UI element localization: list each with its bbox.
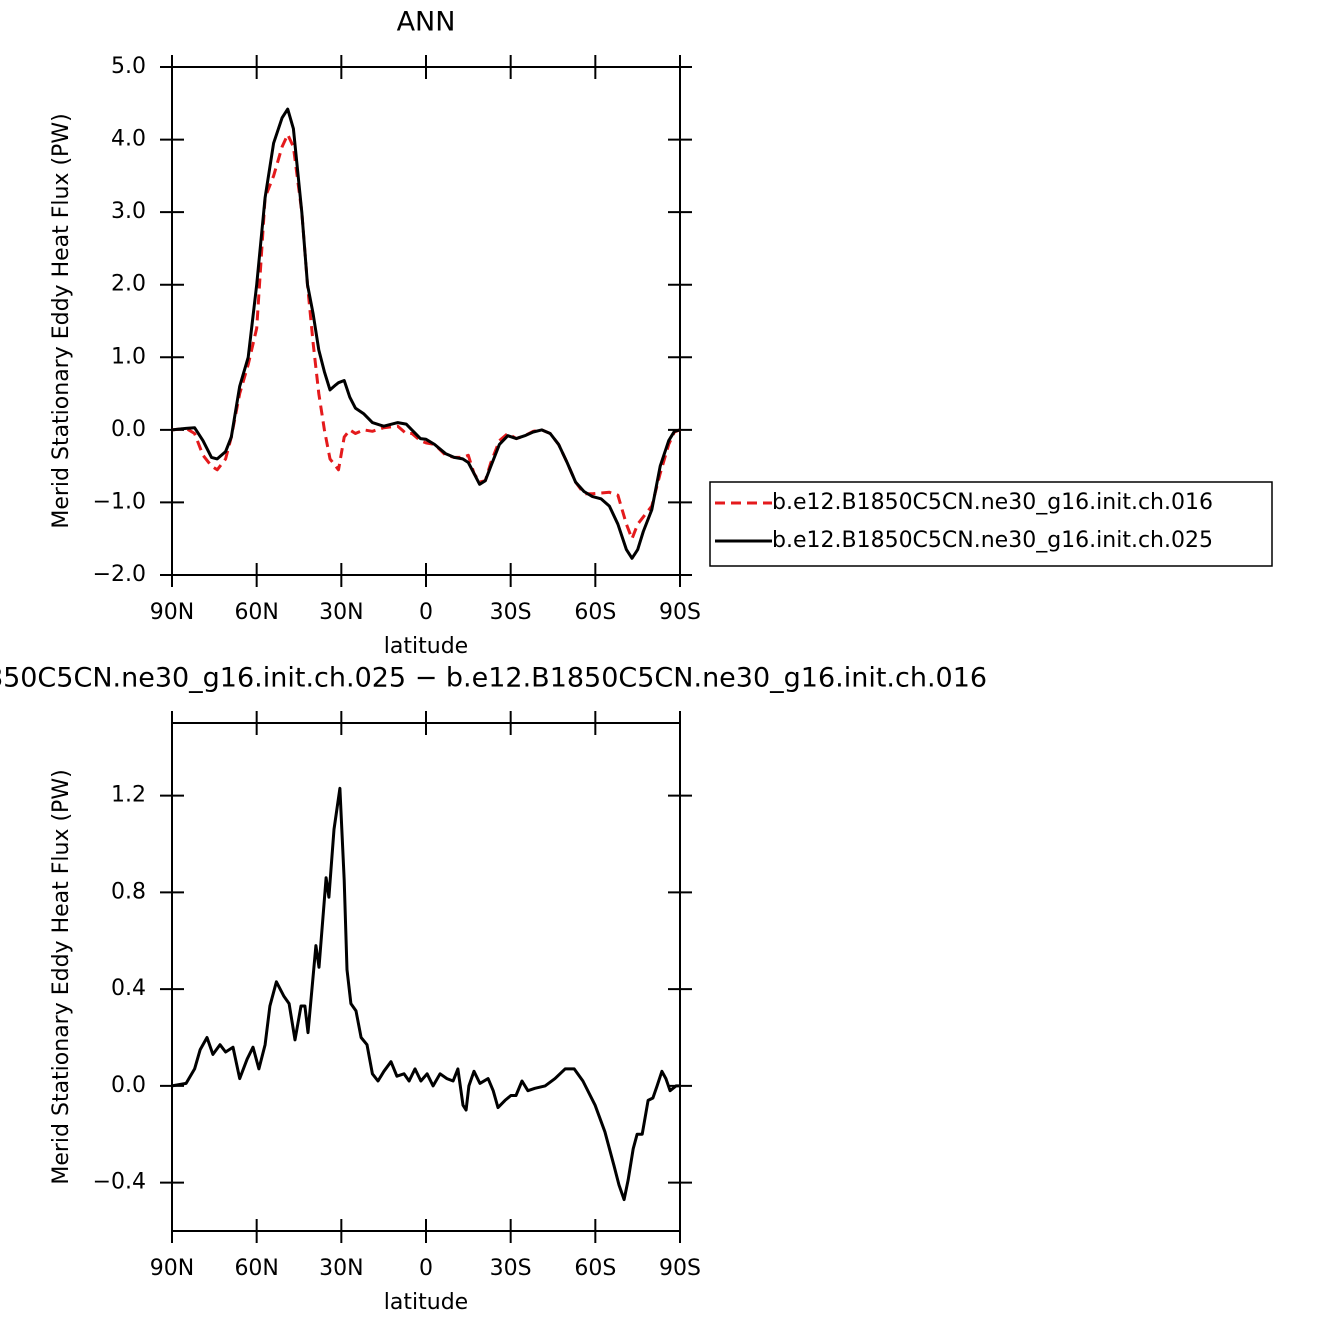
y-tick-label: −0.4 [93, 1170, 146, 1195]
x-axis-label: latitude [384, 634, 468, 659]
y-tick-label: 4.0 [111, 127, 146, 152]
y-tick-label: 5.0 [111, 54, 146, 79]
y-tick-label: 3.0 [111, 199, 146, 224]
data-line [171, 786, 680, 1202]
y-tick-label: 0.8 [111, 879, 146, 904]
x-tick-label: 30S [490, 1256, 532, 1281]
x-tick-label: 60N [234, 600, 278, 625]
x-tick-label: 0 [419, 1256, 433, 1281]
y-tick-label: 2.0 [111, 272, 146, 297]
plot-frame [171, 722, 681, 1232]
x-tick-label: 90N [150, 1256, 194, 1281]
y-axis-label: Merid Stationary Eddy Heat Flux (PW) [49, 769, 74, 1184]
plot-frame [171, 66, 681, 576]
x-tick-label: 30N [319, 600, 363, 625]
y-tick-label: −2.0 [93, 562, 146, 587]
y-tick-label: 0.0 [111, 417, 146, 442]
x-tick-label: 90S [659, 600, 701, 625]
x-tick-label: 30S [490, 600, 532, 625]
x-tick-label: 0 [419, 600, 433, 625]
y-tick-label: 0.0 [111, 1073, 146, 1098]
legend-box [709, 481, 1273, 567]
x-tick-label: 90N [150, 600, 194, 625]
x-tick-label: 60S [574, 600, 616, 625]
x-axis-label: latitude [384, 1290, 468, 1315]
data-line [171, 133, 681, 541]
y-tick-label: −1.0 [93, 489, 146, 514]
x-tick-label: 90S [659, 1256, 701, 1281]
x-tick-label: 60N [234, 1256, 278, 1281]
chart-title: b.e12.B1850C5CN.ne30_g16.init.ch.025 − b… [0, 663, 987, 694]
chart-title: ANN [397, 7, 456, 38]
y-tick-label: 1.2 [111, 783, 146, 808]
x-tick-label: 60S [574, 1256, 616, 1281]
y-tick-label: 0.4 [111, 976, 146, 1001]
legend-label: b.e12.B1850C5CN.ne30_g16.init.ch.025 [772, 528, 1213, 553]
data-line [171, 107, 681, 560]
x-tick-label: 30N [319, 1256, 363, 1281]
y-tick-label: 1.0 [111, 344, 146, 369]
legend-label: b.e12.B1850C5CN.ne30_g16.init.ch.016 [772, 490, 1213, 515]
y-axis-label: Merid Stationary Eddy Heat Flux (PW) [49, 113, 74, 528]
